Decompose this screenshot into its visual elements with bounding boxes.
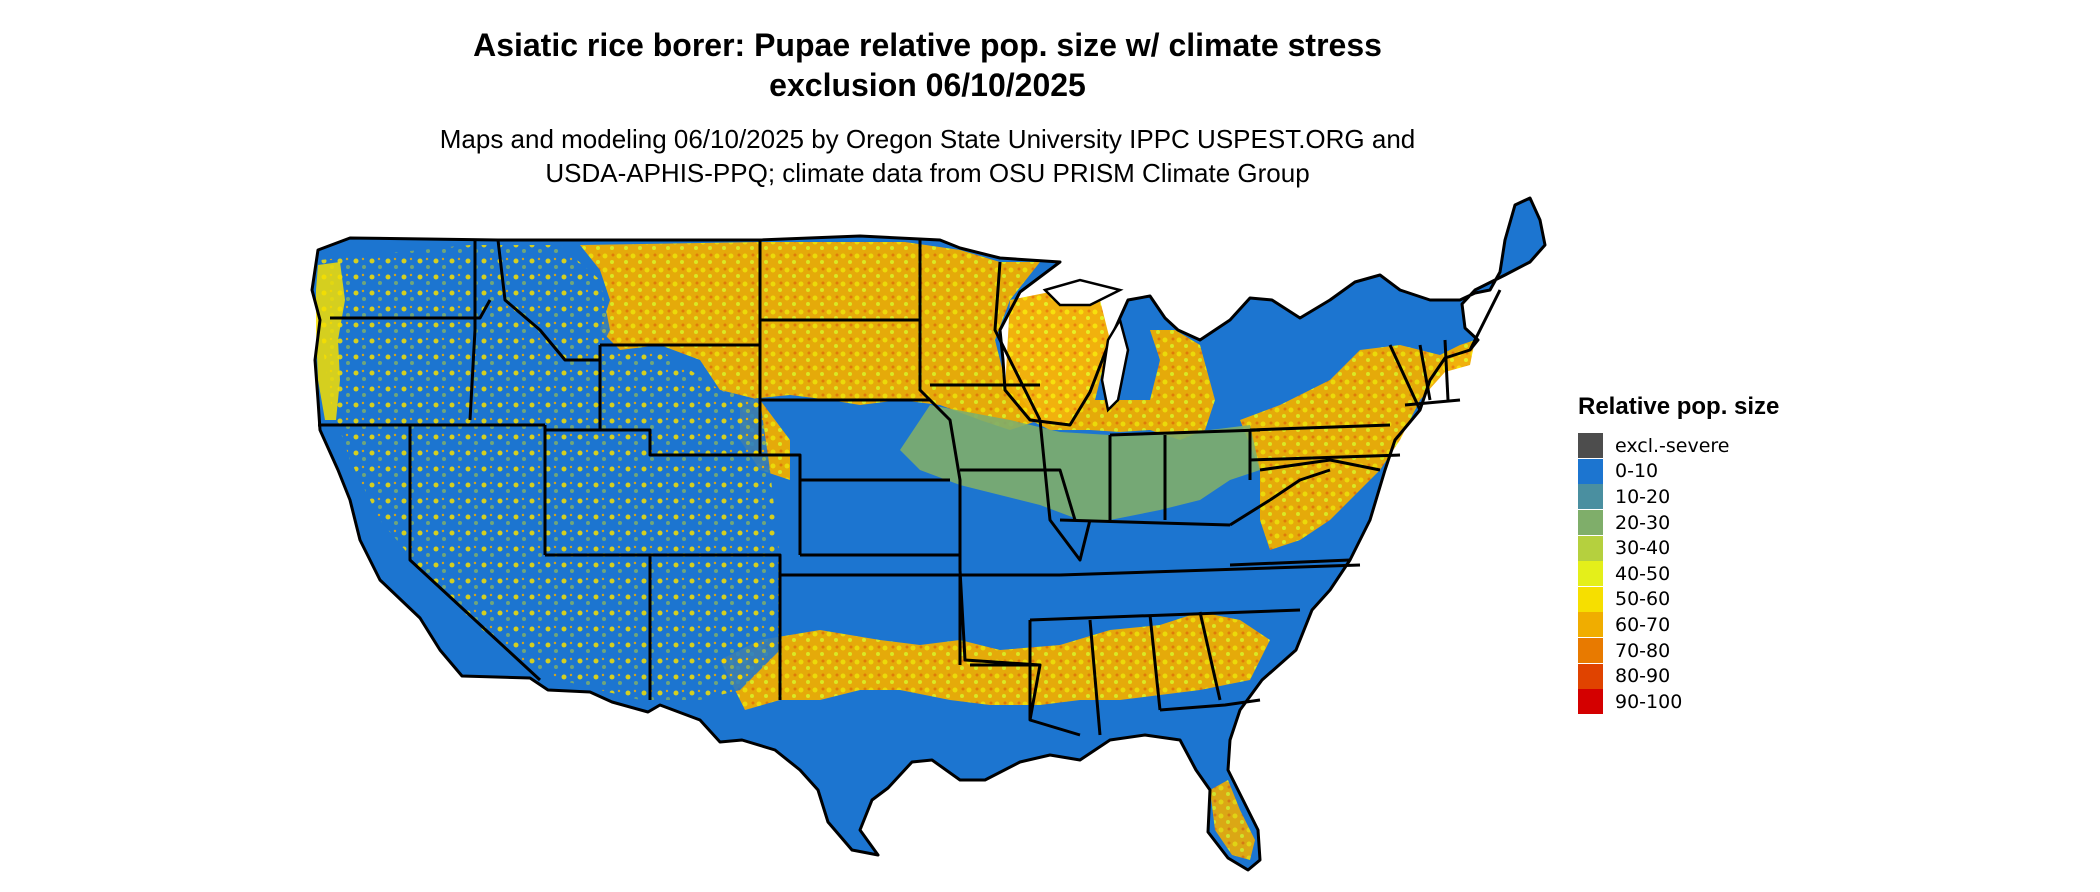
zone-pacific-coast [316,262,345,420]
state-boundaries [310,196,1547,872]
legend-item: 20-30 [1578,510,1818,536]
legend-label: 40-50 [1615,562,1671,585]
zone-western-mountains [320,245,780,700]
zone-florida [1210,780,1255,860]
legend-swatch [1578,458,1603,484]
lake-michigan [1100,316,1130,413]
map-title-line-1: Asiatic rice borer: Pupae relative pop. … [473,27,1382,63]
legend-title: Relative pop. size [1578,393,1780,420]
zone-northern-plains [580,242,1040,480]
legend-label: 0-10 [1615,460,1659,483]
legend-swatch [1578,612,1603,638]
legend-label: 80-90 [1615,665,1671,688]
legend-swatch [1578,586,1603,612]
legend-label: 90-100 [1615,690,1683,713]
legend-item: 0-10 [1578,458,1818,485]
legend-label: excl.-severe [1615,434,1730,457]
map-legend: Relative pop. size excl.-severe 0-10 10-20… [1578,393,1818,715]
lake-superior [1042,278,1124,307]
map-subtitle-line-1: Maps and modeling 06/10/2025 by Oregon S… [439,124,1416,154]
legend-label: 70-80 [1615,639,1671,662]
legend-swatch [1578,689,1603,715]
map-subtitle-line-2: USDA-APHIS-PPQ; climate data from OSU PR… [545,158,1310,188]
legend-swatch [1578,484,1603,510]
us-border [310,196,1547,872]
legend-item: 90-100 [1578,689,1818,715]
legend-item: 40-50 [1578,561,1818,587]
legend-items: excl.-severe 0-10 10-20 20-30 30-40 40-50 50-6… [1578,433,1818,715]
legend-swatch [1578,433,1603,459]
legend-item: 70-80 [1578,638,1818,664]
great-lakes [1042,278,1130,413]
legend-label: 30-40 [1615,537,1671,560]
legend-swatch [1578,535,1603,561]
legend-item: 50-60 [1578,586,1818,613]
legend-label: 60-70 [1615,613,1671,636]
legend-item: 80-90 [1578,663,1818,689]
legend-item: excl.-severe [1578,433,1818,459]
legend-item: 60-70 [1578,612,1818,638]
map-title-line-2: exclusion 06/10/2025 [769,67,1086,103]
legend-swatch [1578,638,1603,664]
legend-swatch [1578,510,1603,536]
legend-item: 30-40 [1578,535,1818,561]
legend-label: 10-20 [1615,485,1671,508]
zone-northeast [1240,340,1475,550]
legend-label: 50-60 [1615,588,1671,611]
legend-item: 10-20 [1578,484,1818,510]
legend-swatch [1578,561,1603,587]
zone-great-lakes [1005,290,1215,440]
legend-label: 20-30 [1615,511,1671,534]
legend-swatch [1578,663,1603,689]
